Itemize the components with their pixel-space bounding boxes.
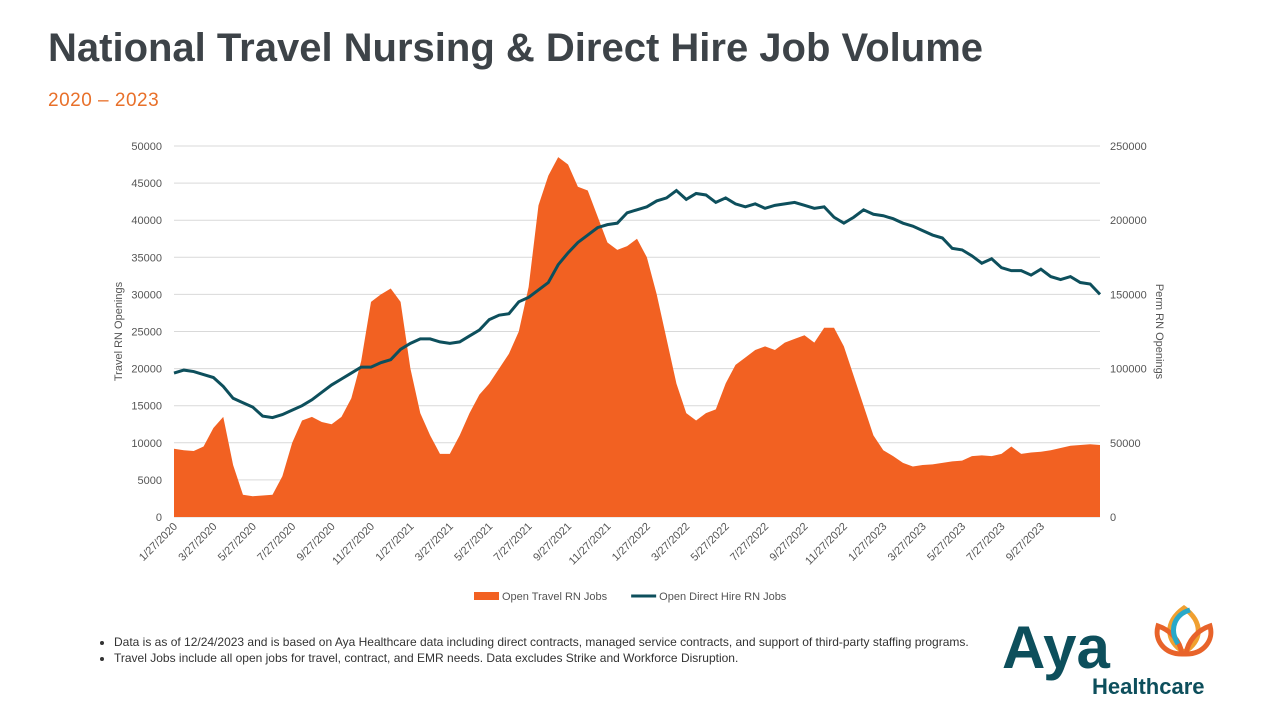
y-tick-label: 40000 <box>131 215 162 227</box>
y-axis-title: Travel RN Openings <box>113 281 125 381</box>
logo-tagline: Healthcare <box>1092 674 1205 699</box>
x-tick-label: 7/27/2021 <box>492 521 535 564</box>
y-tick-label: 0 <box>156 512 162 524</box>
x-tick-label: 1/27/2020 <box>137 521 180 564</box>
y2-tick-label: 100000 <box>1110 364 1147 376</box>
legend-label: Open Travel RN Jobs <box>502 591 608 603</box>
x-tick-label: 11/27/2022 <box>803 521 850 568</box>
y-tick-label: 10000 <box>131 438 162 450</box>
x-tick-label: 9/27/2023 <box>1004 521 1047 564</box>
logo-flower <box>1154 604 1214 657</box>
x-tick-label: 7/27/2023 <box>965 521 1008 564</box>
x-tick-label: 3/27/2023 <box>886 521 929 564</box>
y2-tick-label: 200000 <box>1110 215 1147 227</box>
x-tick-label: 5/27/2020 <box>216 521 259 564</box>
x-tick-label: 1/27/2021 <box>373 521 416 564</box>
area <box>174 157 1100 517</box>
y-tick-label: 25000 <box>131 327 162 339</box>
y2-axis-title: Perm RN Openings <box>1153 284 1165 380</box>
legend-label: Open Direct Hire RN Jobs <box>659 591 787 603</box>
x-tick-label: 3/27/2022 <box>649 521 692 564</box>
x-tick-label: 7/27/2020 <box>255 521 298 564</box>
x-tick-label: 1/27/2023 <box>846 521 889 564</box>
y-tick-label: 50000 <box>131 141 162 153</box>
x-tick-label: 3/27/2021 <box>413 521 456 564</box>
chart: 0 5000 10000 15000 20000 25000 30000 35000 40000… <box>113 141 1165 603</box>
x-tick-label: 5/27/2023 <box>925 521 968 564</box>
y2-tick-label: 0 <box>1110 512 1116 524</box>
logo-name: Aya <box>1002 614 1110 681</box>
x-tick-label: 11/27/2021 <box>567 521 614 568</box>
x-tick-label: 3/27/2020 <box>176 521 219 564</box>
y-tick-label: 45000 <box>131 178 162 190</box>
logo: Aya Healthcare <box>1002 604 1214 699</box>
y2-tick-label: 150000 <box>1110 289 1147 301</box>
note: Data is as of 12/24/2023 and is based on… <box>114 634 974 650</box>
x-tick-label: 11/27/2020 <box>330 521 377 568</box>
y2-tick-label: 50000 <box>1110 438 1141 450</box>
subtitle: 2020 – 2023 <box>48 90 160 111</box>
y-tick-label: 20000 <box>131 364 162 376</box>
x-tick-label: 5/27/2021 <box>452 521 495 564</box>
y-tick-label: 30000 <box>131 289 162 301</box>
x-tick-label: 5/27/2022 <box>689 521 732 564</box>
line <box>173 188 1102 420</box>
legend-swatch <box>474 592 499 600</box>
notes: Data is as of 12/24/2023 and is based on… <box>96 634 974 666</box>
y-tick-label: 15000 <box>131 401 162 413</box>
y2-tick-label: 250000 <box>1110 141 1147 153</box>
y-tick-label: 5000 <box>138 475 162 487</box>
x-tick-label: 7/27/2022 <box>728 521 771 564</box>
note: Travel Jobs include all open jobs for tr… <box>114 650 974 666</box>
y-tick-label: 35000 <box>131 252 162 264</box>
x-tick-label: 1/27/2022 <box>610 521 653 564</box>
title: National Travel Nursing & Direct Hire Jo… <box>48 26 984 70</box>
